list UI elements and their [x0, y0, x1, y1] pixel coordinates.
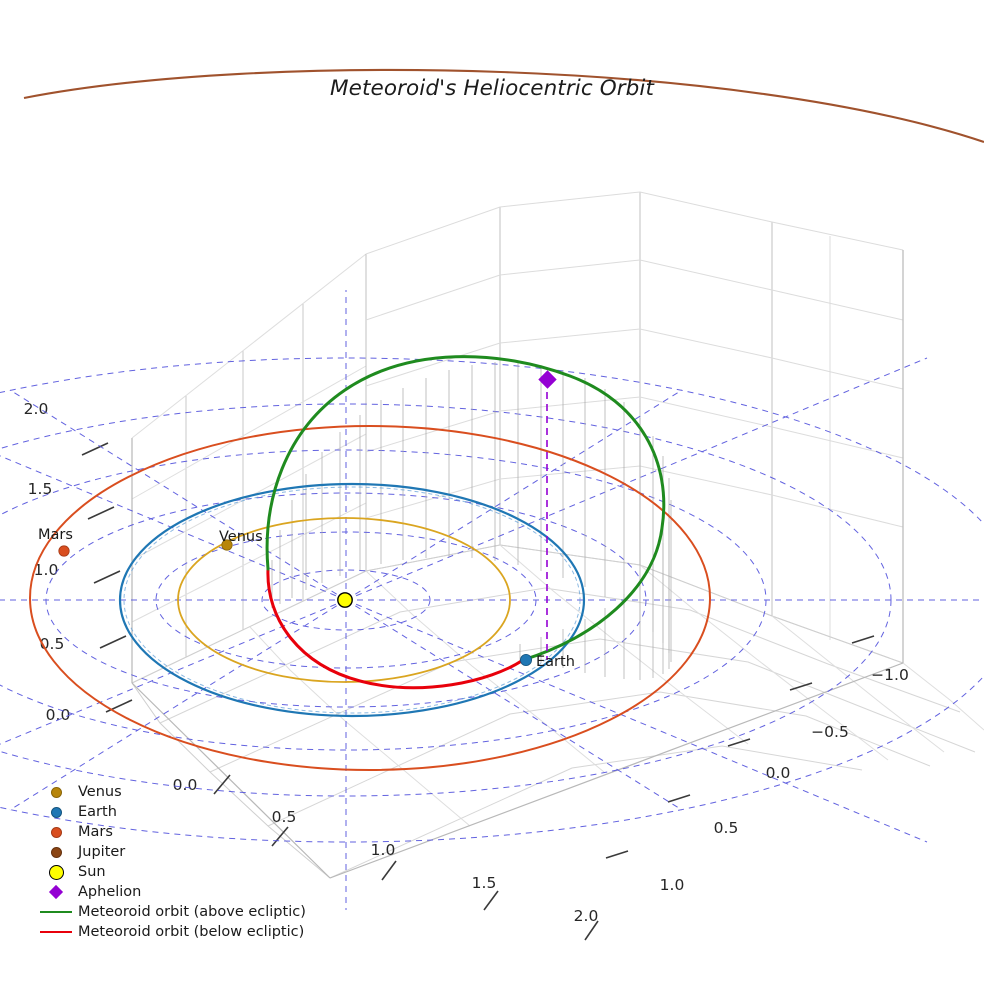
x-tick-0: 0.0	[173, 776, 198, 794]
legend: Venus Earth Mars Jupiter Sun	[34, 782, 334, 942]
venus-orbit	[177, 517, 511, 683]
jupiter-swatch-icon	[34, 842, 78, 862]
legend-item-sun[interactable]: Sun	[34, 862, 334, 882]
y-tick-4: 1.0	[660, 876, 685, 894]
legend-label-sun: Sun	[78, 864, 106, 880]
earth-marker	[520, 654, 533, 667]
jupiter-orbit	[23, 68, 984, 143]
orbit-below-swatch-icon	[34, 922, 78, 942]
orbit-above-swatch-icon	[34, 902, 78, 922]
z-tick-3: 1.5	[28, 480, 53, 498]
legend-label-aphelion: Aphelion	[78, 884, 142, 900]
y-tick-2: 0.0	[766, 764, 791, 782]
aphelion-marker	[538, 370, 557, 389]
sun-swatch-icon	[34, 862, 78, 882]
legend-item-mars[interactable]: Mars	[34, 822, 334, 842]
axes-pane-grid	[131, 191, 984, 879]
legend-item-orbit-below[interactable]: Meteoroid orbit (below ecliptic)	[34, 922, 334, 942]
z-axis-tick-labels: 0.0 0.5 1.0 1.5 2.0	[24, 400, 71, 724]
earth-swatch-icon	[34, 802, 78, 822]
mars-swatch-icon	[34, 822, 78, 842]
polar-reference-grid	[0, 290, 984, 910]
z-tick-2: 1.0	[34, 561, 59, 579]
z-tick-0: 0.0	[46, 706, 71, 724]
x-axis-tick-labels: 0.0 0.5 1.0 1.5 2.0	[173, 776, 599, 925]
y-tick-1: −0.5	[811, 723, 849, 741]
earth-label: Earth	[536, 654, 575, 670]
x-tick-4: 2.0	[574, 907, 599, 925]
legend-label-earth: Earth	[78, 804, 117, 820]
venus-swatch-icon	[34, 782, 78, 802]
sun-marker	[337, 592, 353, 608]
venus-marker	[221, 539, 233, 551]
legend-label-mars: Mars	[78, 824, 113, 840]
legend-item-earth[interactable]: Earth	[34, 802, 334, 822]
y-tick-3: 0.5	[714, 819, 739, 837]
meteoroid-orbit-above-ecliptic	[265, 355, 666, 662]
y-tick-0: −1.0	[871, 666, 909, 684]
legend-label-orbit-below: Meteoroid orbit (below ecliptic)	[78, 924, 305, 940]
earth-orbit-shadow	[123, 486, 581, 714]
orbit-stem-lines	[271, 362, 672, 680]
legend-label-orbit-above: Meteoroid orbit (above ecliptic)	[78, 904, 306, 920]
earth-orbit	[118, 482, 586, 718]
mars-label: Mars	[38, 527, 73, 543]
aphelion-swatch-icon	[34, 882, 78, 902]
x-axis-ticks	[213, 774, 599, 941]
meteoroid-orbit-below-ecliptic	[266, 567, 525, 690]
legend-label-venus: Venus	[78, 784, 122, 800]
legend-item-orbit-above[interactable]: Meteoroid orbit (above ecliptic)	[34, 902, 334, 922]
mars-marker	[58, 545, 70, 557]
mars-orbit	[29, 425, 711, 771]
x-tick-1: 0.5	[272, 808, 297, 826]
venus-label: Venus	[219, 529, 263, 545]
z-tick-4: 2.0	[24, 400, 49, 418]
y-axis-tick-labels: −1.0 −0.5 0.0 0.5 1.0	[660, 666, 909, 894]
y-axis-ticks	[605, 635, 875, 859]
legend-label-jupiter: Jupiter	[78, 844, 126, 860]
legend-item-jupiter[interactable]: Jupiter	[34, 842, 334, 862]
legend-item-aphelion[interactable]: Aphelion	[34, 882, 334, 902]
x-tick-3: 1.5	[472, 874, 497, 892]
legend-item-venus[interactable]: Venus	[34, 782, 334, 802]
x-tick-2: 1.0	[371, 841, 396, 859]
